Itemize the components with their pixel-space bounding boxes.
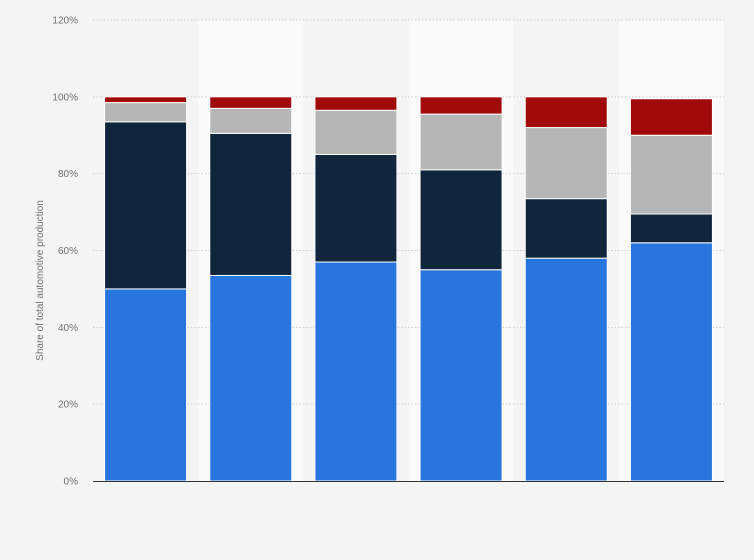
y-tick-label: 80% <box>58 169 78 180</box>
bar-segment[interactable] <box>419 96 503 115</box>
bar-segment[interactable] <box>524 127 608 200</box>
bar-segment[interactable] <box>524 198 608 259</box>
bar-segment[interactable] <box>629 242 713 482</box>
bar-segment[interactable] <box>524 96 608 129</box>
bar-segment[interactable] <box>209 96 293 109</box>
bar-segment[interactable] <box>209 107 293 134</box>
y-tick-label: 120% <box>52 16 78 27</box>
bar-segment[interactable] <box>629 98 713 136</box>
bar-segment[interactable] <box>209 274 293 482</box>
bar-segment[interactable] <box>314 109 398 155</box>
bar-segment[interactable] <box>104 121 188 290</box>
y-tick-label: 40% <box>58 323 78 334</box>
bar-segment[interactable] <box>629 134 713 215</box>
y-tick-label: 20% <box>58 400 78 411</box>
y-tick-label: 60% <box>58 246 78 257</box>
bar-segment[interactable] <box>104 96 188 104</box>
bar-segment[interactable] <box>314 96 398 111</box>
bar-segment[interactable] <box>629 213 713 244</box>
bar-segment[interactable] <box>314 153 398 263</box>
bar-segment[interactable] <box>419 113 503 171</box>
bar-segment[interactable] <box>419 169 503 271</box>
bar-segment[interactable] <box>209 132 293 276</box>
bar-segment[interactable] <box>104 288 188 482</box>
y-axis-title: Share of total automotive production <box>35 200 46 361</box>
bar-segment[interactable] <box>419 269 503 482</box>
y-tick-label: 0% <box>64 477 79 488</box>
bar-segment[interactable] <box>524 257 608 482</box>
bar-segment[interactable] <box>104 102 188 123</box>
bar-segment[interactable] <box>314 261 398 482</box>
y-tick-label: 100% <box>52 92 78 103</box>
